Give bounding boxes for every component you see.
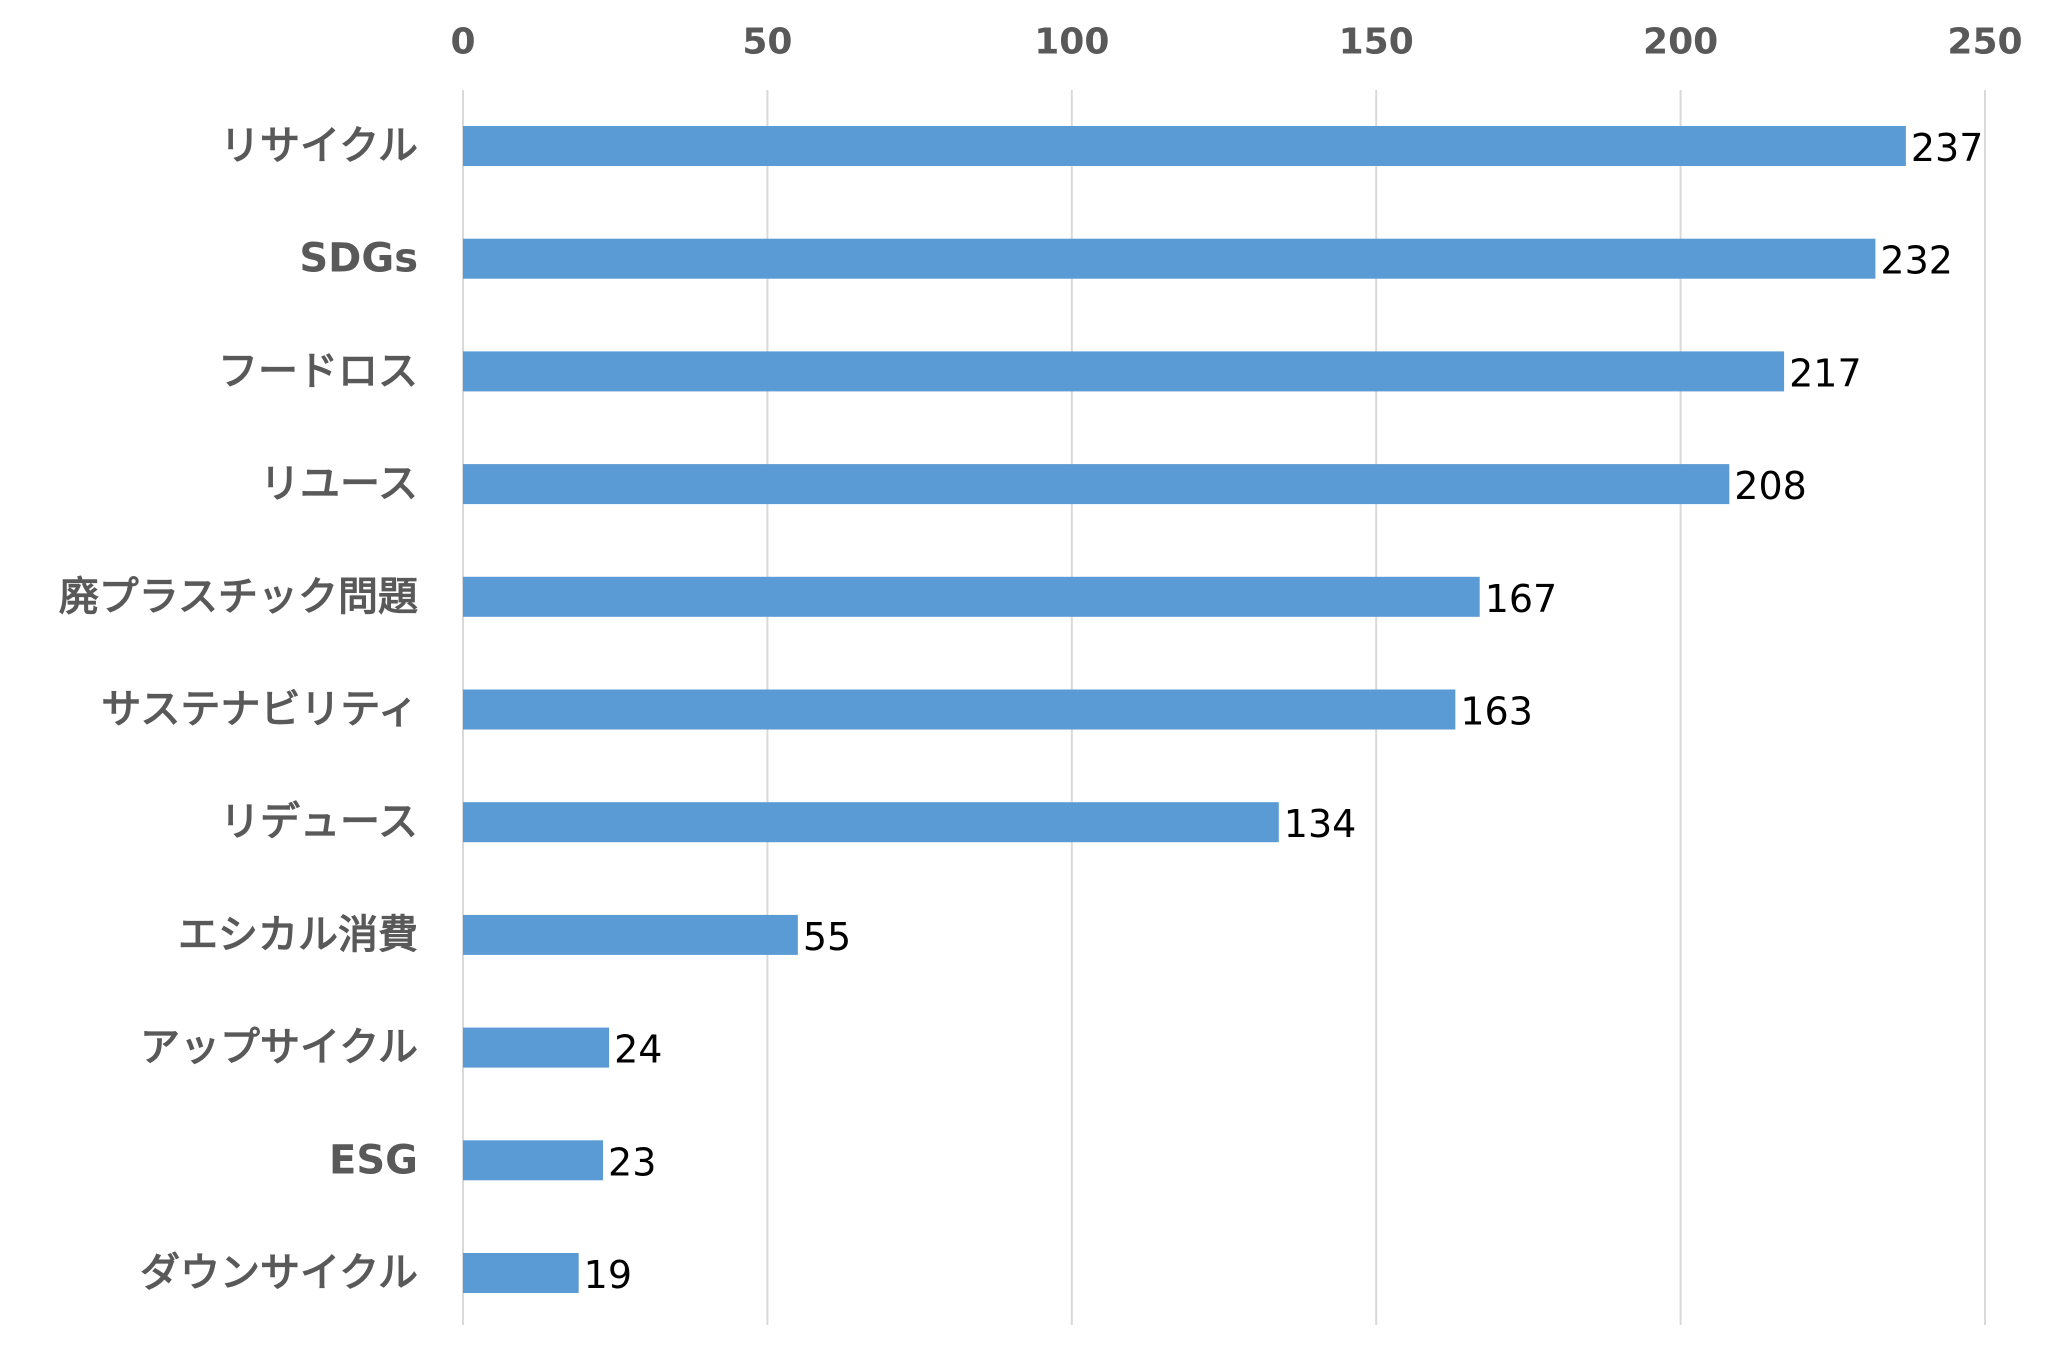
data-label: 134	[1284, 802, 1357, 846]
data-label: 237	[1911, 126, 1984, 170]
category-label: サステナビリティ	[101, 687, 418, 733]
data-label: 24	[614, 1028, 662, 1072]
bar	[463, 351, 1785, 392]
category-label: リユース	[260, 461, 418, 507]
data-label: 19	[584, 1253, 632, 1297]
x-tick-label: 0	[450, 22, 475, 63]
bar	[463, 1253, 579, 1293]
category-label: アップサイクル	[140, 1025, 418, 1071]
x-tick-label: 50	[742, 22, 792, 63]
x-tick-label: 100	[1034, 22, 1109, 63]
category-label: リデュース	[220, 799, 418, 845]
data-label: 232	[1880, 239, 1953, 283]
bar	[463, 802, 1279, 843]
category-label: リサイクル	[220, 123, 418, 169]
category-label: ESG	[329, 1137, 418, 1183]
category-label: 廃プラスチック問題	[59, 574, 418, 620]
bars	[463, 126, 1906, 1293]
data-label: 23	[608, 1140, 656, 1184]
category-label: SDGs	[299, 236, 418, 282]
data-label: 163	[1460, 690, 1533, 734]
data-label: 55	[803, 915, 851, 959]
category-label: ダウンサイクル	[140, 1250, 418, 1296]
bar	[463, 238, 1876, 279]
category-label: フードロス	[218, 348, 418, 394]
x-tick-label: 250	[1947, 22, 2022, 63]
x-axis-ticks: 0 50 100 150 200 250	[450, 22, 2022, 63]
bar	[463, 914, 798, 955]
category-labels: リサイクル SDGs フードロスリユース廃プラスチック問題サステナビリティリデュース…	[59, 123, 418, 1296]
bar	[463, 1027, 610, 1068]
data-labels: 237 232 217 208 167 163 134 55 24 23 19	[584, 126, 1984, 1297]
data-label: 217	[1789, 351, 1862, 395]
data-label: 167	[1485, 577, 1558, 621]
bar	[463, 126, 1906, 166]
category-label: エシカル消費	[178, 912, 418, 958]
bar	[463, 464, 1730, 505]
bar	[463, 689, 1456, 730]
x-tick-label: 150	[1339, 22, 1414, 63]
x-tick-label: 200	[1643, 22, 1718, 63]
bar	[463, 1140, 604, 1181]
data-label: 208	[1734, 464, 1807, 508]
bar	[463, 576, 1480, 617]
